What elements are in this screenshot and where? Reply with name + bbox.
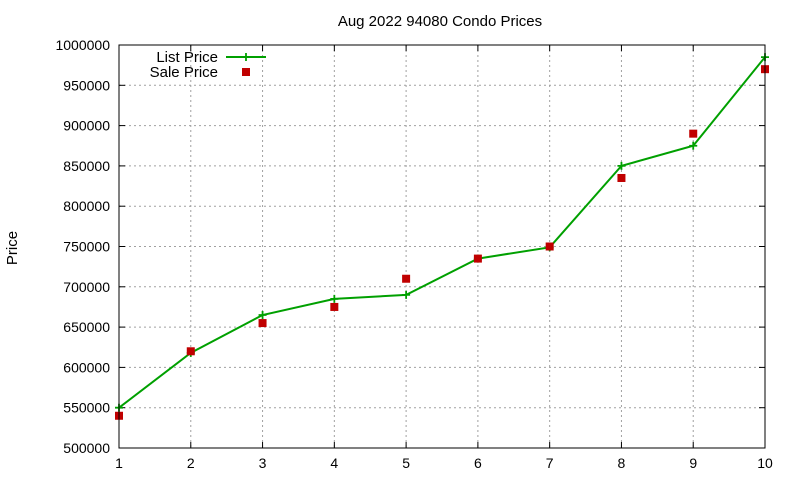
list-price-point — [402, 290, 411, 299]
list-price-point — [330, 294, 339, 303]
y-tick-label: 900000 — [63, 118, 110, 134]
list-price-series — [115, 53, 769, 412]
list-price-point — [617, 161, 626, 170]
x-tick-label: 5 — [402, 455, 410, 471]
list-price-line — [118, 56, 766, 409]
y-tick-label: 950000 — [63, 77, 110, 93]
sale-price-point — [617, 173, 626, 182]
legend-label: List Price — [156, 49, 218, 66]
y-tick-label: 1000000 — [55, 37, 110, 53]
sale-price-point — [258, 319, 267, 328]
x-tick-label: 10 — [757, 455, 773, 471]
sale-price-point — [242, 68, 250, 76]
y-tick-label: 500000 — [63, 440, 110, 456]
list-price-point — [258, 311, 267, 320]
chart-title: Aug 2022 94080 Condo Prices — [338, 13, 542, 30]
y-tick-label: 850000 — [63, 158, 110, 174]
legend-label: Sale Price — [150, 64, 218, 81]
x-tick-label: 1 — [115, 455, 123, 471]
x-tick-label: 6 — [474, 455, 482, 471]
x-tick-label: 9 — [689, 455, 697, 471]
y-tick-label: 700000 — [63, 279, 110, 295]
x-tick-label: 7 — [546, 455, 554, 471]
sale-price-point — [186, 347, 195, 356]
y-tick-label: 800000 — [63, 198, 110, 214]
sale-price-point — [473, 254, 482, 263]
sale-price-point — [330, 302, 339, 311]
x-tick-label: 2 — [187, 455, 195, 471]
sale-price-point — [545, 242, 554, 251]
axis-ticks: 500000 550000 600000 650000 700000 750000 8000… — [55, 37, 773, 471]
plot-frame — [118, 44, 766, 449]
data-series — [115, 53, 769, 420]
sale-price-point — [689, 129, 698, 138]
y-tick-label: 550000 — [63, 400, 110, 416]
grid — [119, 45, 765, 448]
x-tick-label: 8 — [618, 455, 626, 471]
list-price-point — [689, 141, 698, 150]
sale-price-point — [402, 274, 411, 283]
x-tick-label: 3 — [259, 455, 267, 471]
y-tick-label: 600000 — [63, 359, 110, 375]
sale-price-series — [115, 65, 769, 420]
y-axis-label: Price — [4, 231, 21, 265]
x-tick-label: 4 — [330, 455, 338, 471]
y-tick-label: 650000 — [63, 319, 110, 335]
y-tick-label: 750000 — [63, 239, 110, 255]
list-price-point — [242, 53, 250, 61]
